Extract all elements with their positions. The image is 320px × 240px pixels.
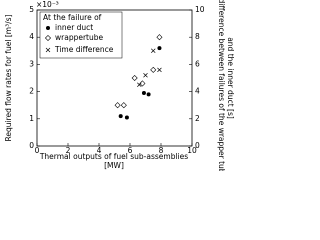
marker-x — [137, 82, 142, 88]
chart: ×10⁻³ At the failure of Thermal outputs … — [4, 0, 235, 171]
marker-circle — [146, 92, 151, 97]
x-tick-label: 4 — [97, 146, 102, 155]
x-tick-label: 0 — [35, 146, 40, 155]
marker-circle — [141, 90, 146, 95]
y-multiplier: ×10⁻³ — [36, 0, 59, 9]
marker-diamond — [114, 102, 121, 109]
legend-label: Time difference — [54, 45, 114, 54]
marker-circle — [118, 114, 123, 119]
y-tick-label: 3 — [29, 59, 34, 68]
y2-tick-label: 4 — [195, 87, 200, 96]
y-tick-label: 5 — [29, 5, 34, 14]
marker-x — [45, 47, 51, 53]
x-label: [MW] — [104, 161, 124, 170]
y2-tick-label: 2 — [195, 114, 200, 123]
x-tick-label: 8 — [159, 146, 164, 155]
y-tick-label: 2 — [29, 87, 34, 96]
marker-circle — [46, 26, 50, 30]
x-tick-label: 2 — [66, 146, 71, 155]
y-tick-label: 1 — [29, 114, 34, 123]
marker-circle — [124, 115, 129, 120]
y-tick-label: 4 — [29, 32, 34, 41]
marker-x — [151, 48, 156, 54]
legend-box — [39, 11, 123, 59]
y2-tick-label: 10 — [195, 5, 205, 14]
x-tick-label: 10 — [187, 146, 197, 155]
marker-diamond — [150, 66, 157, 73]
legend-label: inner duct — [55, 23, 93, 32]
y2-label: and the inner duct [s] — [226, 37, 235, 119]
legend-label: wrappertube — [55, 33, 103, 42]
x-tick-label: 6 — [128, 146, 133, 155]
y2-tick-label: 8 — [195, 32, 200, 41]
marker-x — [143, 73, 148, 78]
marker-diamond — [131, 74, 138, 82]
marker-x — [157, 67, 162, 73]
marker-diamond — [156, 34, 163, 41]
y2-label: Time difference between failures of the … — [217, 0, 226, 171]
marker-diamond — [139, 80, 146, 87]
y2-tick-label: 6 — [195, 59, 200, 68]
y2-tick-label: 0 — [195, 141, 200, 150]
legend-title: At the failure of — [43, 13, 102, 22]
marker-circle — [157, 46, 162, 51]
marker-diamond — [120, 102, 127, 109]
y-label: Required flow rates for fuel [m³/s] — [4, 14, 13, 141]
marker-diamond — [44, 34, 52, 42]
plot-frame — [36, 9, 193, 147]
x-label: Thermal outputs of fuel sub-assemblies — [39, 152, 188, 161]
y-tick-label: 0 — [29, 141, 34, 150]
